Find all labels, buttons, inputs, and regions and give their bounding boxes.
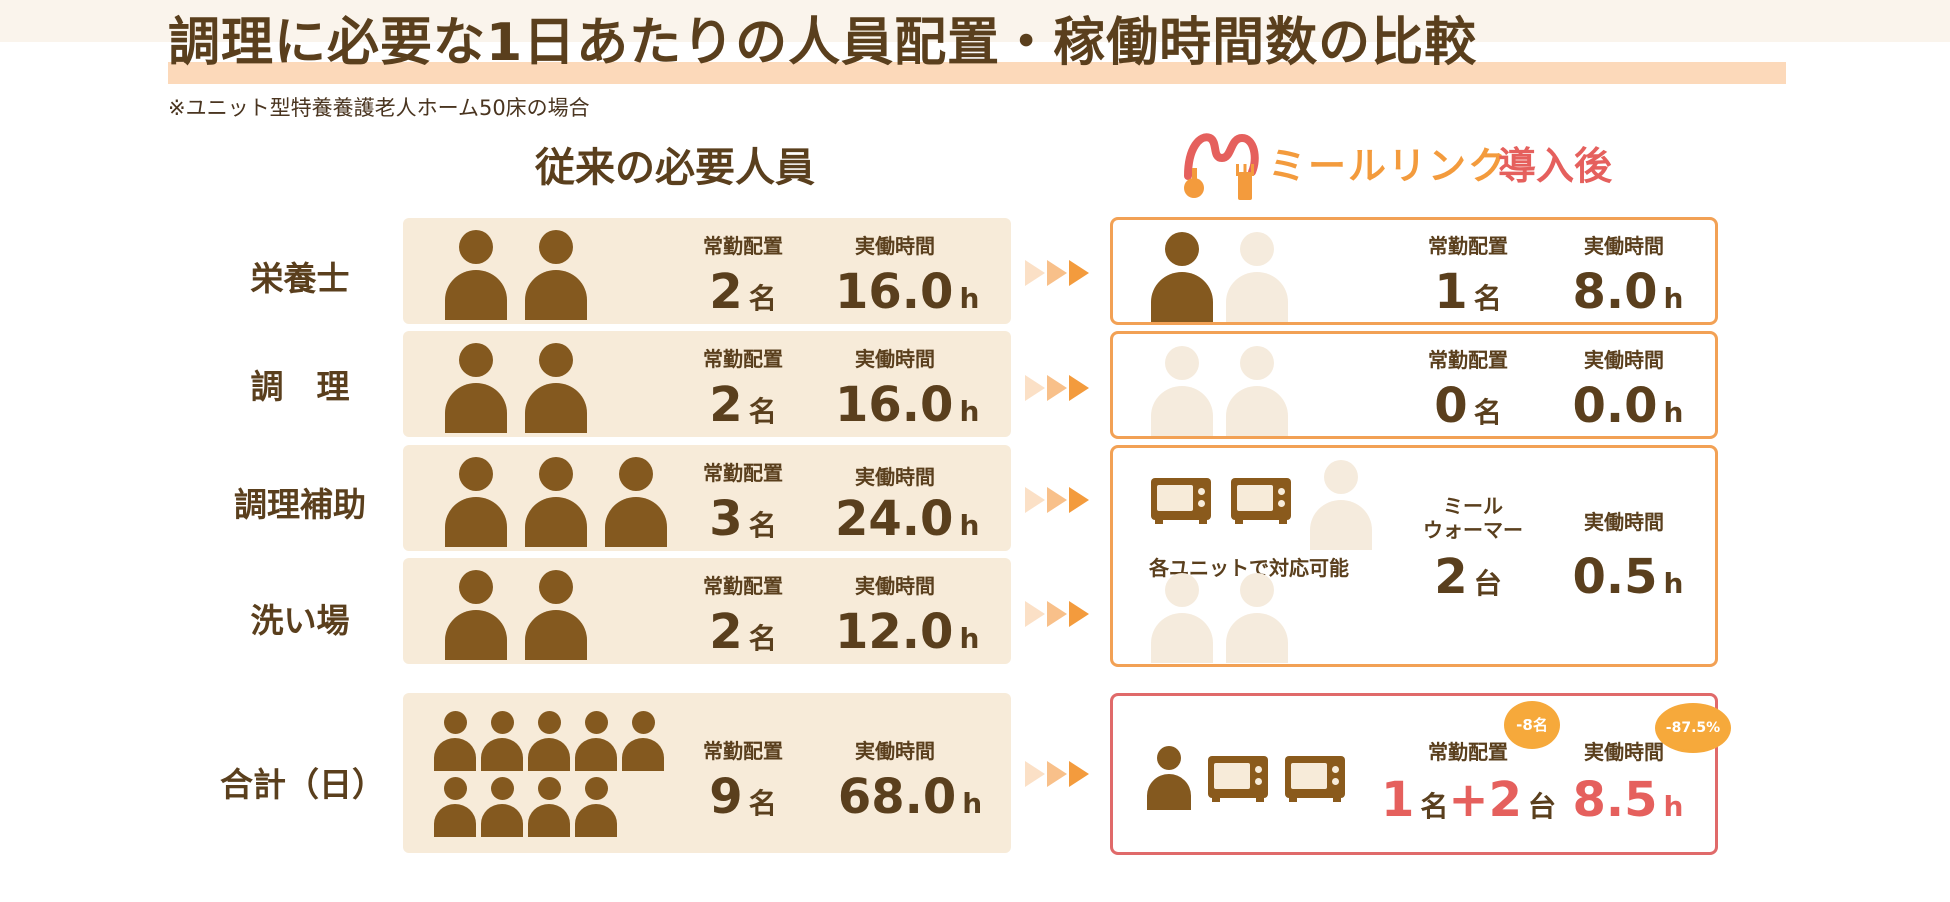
person-icon bbox=[434, 711, 476, 771]
staff-label: 常勤配置 bbox=[703, 739, 783, 763]
title-highlight bbox=[168, 62, 1786, 84]
arrow-icon bbox=[1025, 601, 1105, 631]
microwave-icon bbox=[1285, 756, 1345, 802]
row-label-total: 合計（日） bbox=[220, 765, 385, 804]
arrow-icon bbox=[1025, 487, 1105, 517]
hours-value: 16.0 h bbox=[835, 377, 980, 433]
hours-value: 0.0 h bbox=[1572, 378, 1684, 434]
hours-value: 68.0 h bbox=[837, 769, 983, 825]
hours-label: 実働時間 bbox=[1584, 348, 1664, 372]
person-icon-faded bbox=[1226, 573, 1288, 663]
hours-label: 実働時間 bbox=[1584, 510, 1664, 534]
staff-label: 常勤配置 bbox=[703, 574, 783, 598]
top-band bbox=[0, 0, 1950, 42]
person-icon bbox=[1151, 232, 1213, 322]
hours-label: 実働時間 bbox=[855, 574, 935, 598]
hours-value: 24.0 h bbox=[835, 491, 980, 547]
person-icon bbox=[445, 343, 507, 433]
person-icon-faded bbox=[1151, 346, 1213, 436]
page-subtitle: ※ユニット型特養養護老人ホーム50床の場合 bbox=[168, 96, 590, 120]
person-icon bbox=[481, 711, 523, 771]
person-icon bbox=[445, 457, 507, 547]
hours-label: 実働時間 bbox=[855, 347, 935, 371]
arrow-icon bbox=[1025, 375, 1105, 405]
person-icon bbox=[445, 230, 507, 320]
microwave-icon bbox=[1231, 478, 1291, 524]
person-icon bbox=[605, 457, 667, 547]
person-icon bbox=[575, 711, 617, 771]
hours-reduction-badge: -87.5% bbox=[1658, 706, 1728, 750]
staff-label: 常勤配置 bbox=[703, 347, 783, 371]
total-after-hours-value: 8.5 h bbox=[1572, 772, 1684, 828]
page-title: 調理に必要な1日あたりの人員配置・稼働時間数の比較 bbox=[168, 13, 1478, 73]
total-after-staff-value: 1 名+2 台 bbox=[1381, 772, 1557, 828]
hours-label: 実働時間 bbox=[1584, 234, 1664, 258]
hours-value: 8.0 h bbox=[1572, 264, 1684, 320]
row-label-nutritionist: 栄養士 bbox=[250, 259, 350, 298]
hours-value: 12.0 h bbox=[835, 604, 980, 660]
meal-link-logo: ミールリンク 導入後 bbox=[1178, 128, 1648, 204]
arrow-icon bbox=[1025, 761, 1105, 791]
warmer-label: ミール ウォーマー bbox=[1423, 494, 1523, 542]
person-icon bbox=[481, 777, 523, 837]
person-icon-faded bbox=[1226, 346, 1288, 436]
hours-label: 実働時間 bbox=[855, 234, 935, 258]
person-icon bbox=[525, 570, 587, 660]
person-icon bbox=[434, 777, 476, 837]
row-label-cooking-assist: 調理補助 bbox=[234, 485, 366, 524]
hours-label: 実働時間 bbox=[1584, 740, 1664, 764]
person-icon bbox=[525, 230, 587, 320]
logo-text: ミールリンク bbox=[1268, 144, 1509, 188]
hours-label: 実働時間 bbox=[855, 465, 935, 489]
staff-reduction-badge: -8名 bbox=[1507, 704, 1557, 746]
after-heading: 導入後 bbox=[1498, 144, 1613, 188]
microwave-icon bbox=[1151, 478, 1211, 524]
before-heading: 従来の必要人員 bbox=[535, 145, 815, 191]
person-icon bbox=[528, 777, 570, 837]
hours-label: 実働時間 bbox=[855, 739, 935, 763]
person-icon bbox=[528, 711, 570, 771]
person-icon bbox=[525, 343, 587, 433]
person-icon-faded bbox=[1151, 573, 1213, 663]
row-label-cooking: 調 理 bbox=[250, 367, 350, 406]
person-icon-faded bbox=[1310, 460, 1372, 550]
person-icon bbox=[445, 570, 507, 660]
staff-label: 常勤配置 bbox=[1428, 234, 1508, 258]
staff-label: 常勤配置 bbox=[1428, 740, 1508, 764]
person-icon bbox=[622, 711, 664, 771]
staff-label: 常勤配置 bbox=[703, 461, 783, 485]
arrow-icon bbox=[1025, 260, 1105, 290]
person-icon bbox=[525, 457, 587, 547]
staff-label: 常勤配置 bbox=[703, 234, 783, 258]
person-icon bbox=[575, 777, 617, 837]
hours-value: 0.5 h bbox=[1572, 549, 1684, 605]
after-box-total: 常勤配置 実働時間 -8名 -87.5% 1 名+2 台 8.5 h bbox=[1110, 693, 1728, 855]
staff-label: 常勤配置 bbox=[1428, 348, 1508, 372]
hours-value: 16.0 h bbox=[835, 264, 980, 320]
meal-link-logo-icon bbox=[1184, 133, 1259, 200]
microwave-icon bbox=[1208, 756, 1268, 802]
row-label-dishwashing: 洗い場 bbox=[250, 601, 350, 640]
person-icon bbox=[1147, 746, 1191, 810]
person-icon-faded bbox=[1226, 232, 1288, 322]
